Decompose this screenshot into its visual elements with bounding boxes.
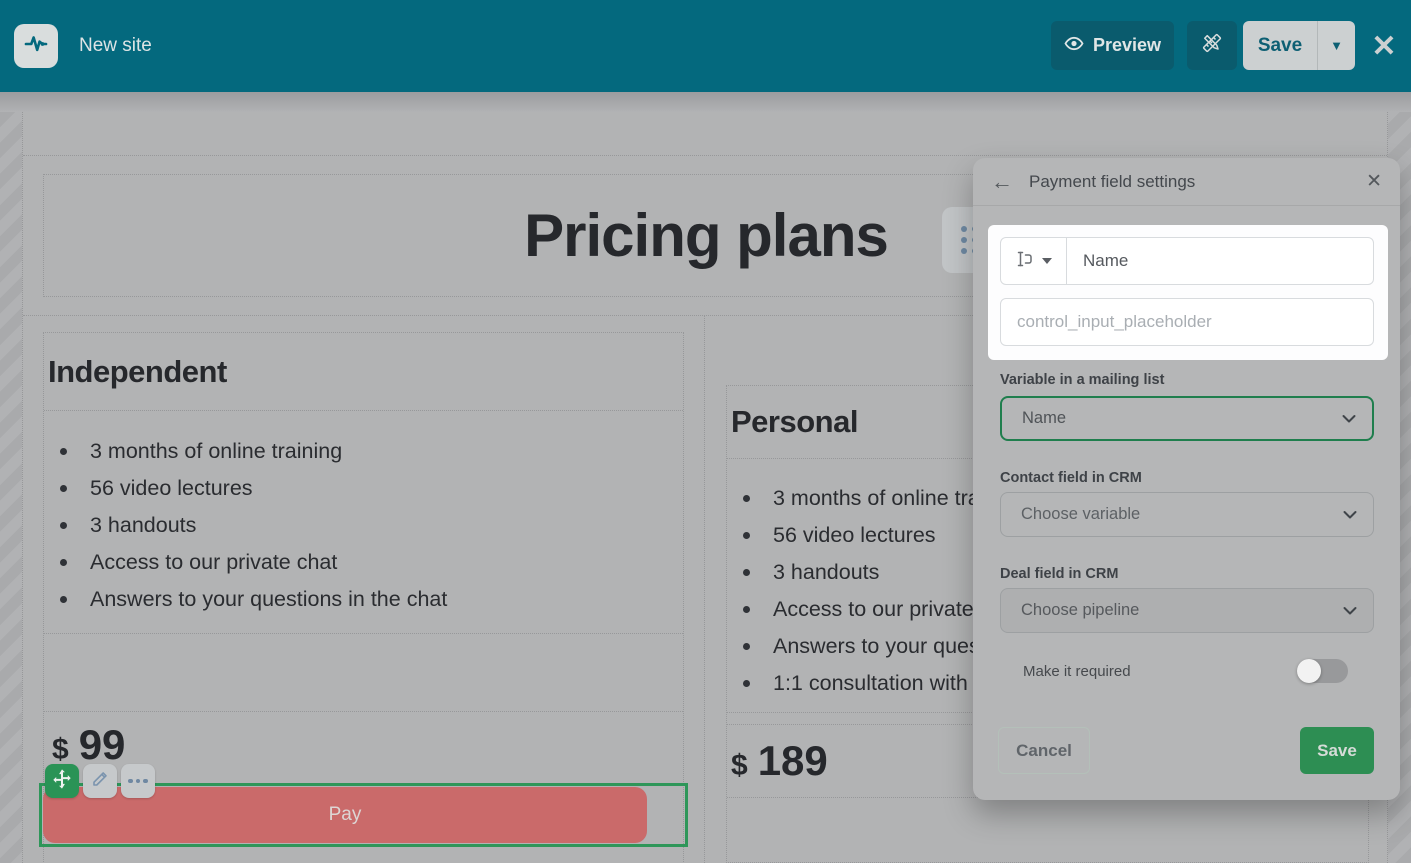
pencil-ruler-icon xyxy=(1201,32,1223,59)
panel-header: ← Payment field settings ✕ xyxy=(973,158,1400,206)
header-shadow-band xyxy=(0,92,1411,112)
field-label-input[interactable] xyxy=(1067,238,1373,284)
dotted-divider xyxy=(44,633,683,634)
save-button[interactable]: Save xyxy=(1257,34,1303,56)
currency-symbol: $ xyxy=(52,733,69,766)
eye-icon xyxy=(1064,35,1084,56)
list-item: 3 handouts xyxy=(44,507,683,544)
page-title: Pricing plans xyxy=(524,202,889,269)
chevron-down-icon xyxy=(1343,601,1357,620)
design-tools-button[interactable] xyxy=(1187,21,1237,70)
field-name-group xyxy=(1000,237,1374,285)
list-item: 1:1 consultation with xyxy=(727,665,1368,702)
save-button-divider xyxy=(1317,21,1318,70)
list-item: Access to our private chat xyxy=(44,544,683,581)
preview-button-label: Preview xyxy=(1092,35,1162,55)
required-toggle[interactable] xyxy=(1297,659,1348,683)
plan-price: $ 99 xyxy=(48,721,125,769)
bullet-icon xyxy=(60,448,67,455)
deal-field-label: Deal field in CRM xyxy=(1000,566,1119,582)
ellipsis-icon xyxy=(128,778,148,784)
panel-save-button[interactable]: Save xyxy=(1300,727,1374,774)
list-item: Answers to your questions in the chat xyxy=(44,581,683,618)
deal-field-select[interactable]: Choose pipeline xyxy=(1000,588,1374,633)
preview-button[interactable]: Preview xyxy=(1051,21,1174,70)
bullet-icon xyxy=(60,485,67,492)
dotted-divider xyxy=(44,711,683,712)
mailing-list-select[interactable]: Name xyxy=(1000,396,1374,441)
heading-block[interactable]: Pricing plans xyxy=(43,174,1369,297)
save-split-button: Save ▼ xyxy=(1243,21,1355,70)
field-type-selector[interactable] xyxy=(1001,238,1067,284)
pulse-icon xyxy=(23,31,49,62)
bullet-icon xyxy=(743,532,750,539)
mailing-list-label: Variable in a mailing list xyxy=(1000,372,1165,388)
save-dropdown-caret[interactable]: ▼ xyxy=(1330,38,1343,53)
bullet-icon xyxy=(60,522,67,529)
plan-name: Personal xyxy=(731,404,858,439)
plan-card-independent[interactable]: Independent 3 months of online training … xyxy=(43,332,684,863)
site-title: New site xyxy=(79,35,152,56)
plan-name: Independent xyxy=(48,353,227,389)
input-field-icon xyxy=(1015,249,1035,274)
cancel-button[interactable]: Cancel xyxy=(998,727,1090,774)
bullet-icon xyxy=(743,606,750,613)
contact-field-select[interactable]: Choose variable xyxy=(1000,492,1374,537)
price-amount: 189 xyxy=(757,737,828,784)
dotted-divider xyxy=(704,315,705,863)
bullet-icon xyxy=(743,495,750,502)
move-icon xyxy=(51,768,73,795)
dotted-divider xyxy=(23,315,1387,316)
more-options-button[interactable] xyxy=(121,764,155,798)
bullet-icon xyxy=(60,559,67,566)
price-amount: 99 xyxy=(78,721,126,768)
bullet-icon xyxy=(743,569,750,576)
move-element-button[interactable] xyxy=(45,764,79,798)
required-label: Make it required xyxy=(1023,663,1131,680)
payment-field-settings-panel: ← Payment field settings ✕ xyxy=(973,158,1400,800)
feature-list: 3 months of online training 56 video lec… xyxy=(44,411,683,618)
list-item: 56 video lectures xyxy=(44,470,683,507)
chevron-down-icon xyxy=(1342,409,1356,428)
edit-element-button[interactable] xyxy=(83,764,117,798)
chevron-down-icon xyxy=(1042,258,1052,264)
currency-symbol: $ xyxy=(731,749,748,782)
dotted-divider xyxy=(23,155,1387,156)
field-placeholder-input[interactable] xyxy=(1000,298,1374,346)
list-item: 3 handouts xyxy=(727,554,1368,591)
top-bar: New site Preview xyxy=(0,0,1411,92)
selection-outline xyxy=(39,783,688,847)
app-logo[interactable] xyxy=(14,24,58,68)
chevron-down-icon xyxy=(1343,505,1357,524)
close-editor-button[interactable]: ✕ xyxy=(1371,29,1397,63)
panel-title: Payment field settings xyxy=(1029,171,1196,191)
list-item: 56 video lectures xyxy=(727,517,1368,554)
panel-close-icon[interactable]: ✕ xyxy=(1366,171,1382,192)
back-arrow-icon[interactable]: ← xyxy=(991,168,1013,194)
bullet-icon xyxy=(743,680,750,687)
plan-price: $ 189 xyxy=(727,737,828,785)
contact-field-label: Contact field in CRM xyxy=(1000,470,1142,486)
bullet-icon xyxy=(60,596,67,603)
list-item: 3 months of online training xyxy=(44,433,683,470)
toggle-knob xyxy=(1297,659,1321,683)
bullet-icon xyxy=(743,643,750,650)
pencil-icon xyxy=(91,770,109,793)
highlighted-field-card xyxy=(988,225,1388,360)
plan-title-row: Independent xyxy=(44,333,683,411)
